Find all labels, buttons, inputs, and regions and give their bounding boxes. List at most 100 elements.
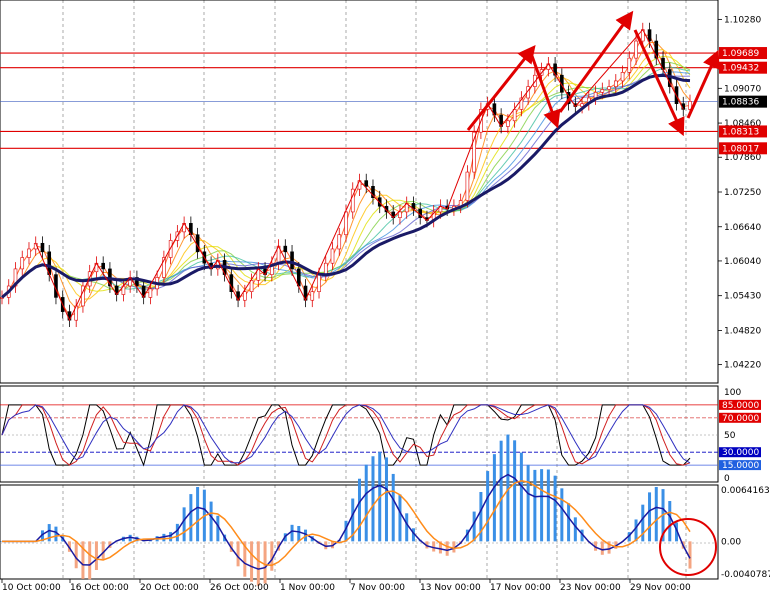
candle-body bbox=[600, 89, 605, 93]
candle-body bbox=[330, 248, 335, 264]
trend-arrow-down bbox=[530, 55, 561, 129]
price-panel bbox=[0, 0, 720, 384]
macd-line bbox=[2, 473, 691, 570]
macd-histogram-bar bbox=[250, 541, 254, 582]
price-level-tag bbox=[719, 47, 767, 60]
macd-histogram-bar bbox=[472, 511, 476, 542]
y-tick-label: 1.07250 bbox=[724, 188, 761, 198]
oscillator-level-label: 15.0000 bbox=[722, 461, 759, 471]
macd-histogram-bar bbox=[324, 541, 328, 550]
candle-body bbox=[350, 188, 355, 213]
macd-histogram-bar bbox=[627, 532, 631, 542]
price-level-tag bbox=[719, 125, 767, 138]
macd-histogram-bar bbox=[675, 522, 679, 542]
macd-histogram-bar bbox=[384, 457, 388, 542]
macd-histogram-bar bbox=[452, 541, 456, 553]
candle-body bbox=[27, 248, 31, 258]
macd-histogram-bar bbox=[182, 507, 186, 542]
trend-arrow-up bbox=[466, 44, 536, 131]
macd-histogram-bar bbox=[506, 434, 510, 542]
macd-histogram-bar bbox=[594, 541, 598, 551]
macd-histogram-bar bbox=[560, 488, 564, 542]
vertical-gridlines bbox=[62, 386, 687, 482]
macd-histogram-bar bbox=[209, 501, 213, 542]
candle-body bbox=[283, 245, 288, 253]
macd-histogram-bar bbox=[492, 454, 496, 542]
zigzag-lines bbox=[35, 28, 684, 322]
macd-histogram-bar bbox=[47, 524, 51, 542]
macd-histogram-bar bbox=[499, 440, 503, 542]
candle-body bbox=[364, 180, 369, 187]
macd-histogram-bar bbox=[351, 498, 355, 542]
candle-body bbox=[243, 291, 247, 301]
macd-histogram-bar bbox=[533, 469, 537, 542]
oscillator-level-tag bbox=[719, 399, 761, 410]
macd-histogram-bar bbox=[486, 471, 490, 542]
y-tick-label: 1.05430 bbox=[724, 292, 761, 302]
macd-histogram-bar bbox=[256, 541, 260, 586]
y-tick-label: 1.09070 bbox=[724, 84, 761, 94]
time-axis: 10 Oct 00:00 16 Oct 00:00 20 Oct 00:00 26 O… bbox=[1, 579, 691, 593]
candle-body bbox=[688, 101, 692, 110]
candle-body bbox=[614, 80, 618, 87]
macd-histogram-bar bbox=[546, 469, 550, 542]
macd-histogram-bar bbox=[371, 456, 375, 542]
x-tick-label: 7 Nov 00:00 bbox=[350, 583, 405, 593]
macd-histogram-bar bbox=[263, 541, 267, 584]
oscillator-level-tag bbox=[719, 447, 761, 458]
y-tick-label: 1.07860 bbox=[724, 153, 761, 163]
macd-histogram-bar bbox=[432, 541, 436, 552]
macd-histogram-bar bbox=[196, 486, 200, 542]
macd-histogram-bar bbox=[688, 541, 692, 569]
zigzag-line bbox=[35, 28, 684, 322]
oscillator-level-label: 70.0000 bbox=[722, 414, 759, 424]
macd-histogram-bar bbox=[290, 524, 294, 542]
x-tick-label: 26 Oct 00:00 bbox=[210, 583, 269, 593]
x-tick-label: 13 Nov 00:00 bbox=[420, 583, 481, 593]
oscillator-level-label: 85.0000 bbox=[722, 401, 759, 411]
candle-body bbox=[634, 40, 638, 59]
candle-body bbox=[310, 291, 315, 301]
price-level-tag bbox=[719, 61, 767, 74]
x-tick-label: 10 Oct 00:00 bbox=[2, 583, 61, 593]
macd-histogram-bar bbox=[438, 541, 442, 554]
highlight-circle bbox=[659, 518, 717, 576]
candle-body bbox=[162, 257, 166, 278]
candle-body bbox=[519, 97, 524, 110]
candle-body bbox=[472, 131, 476, 173]
price-level-label: 1.08836 bbox=[722, 98, 759, 108]
macd-tick-label: 0.00 bbox=[721, 537, 741, 547]
x-tick-label: 20 Oct 00:00 bbox=[140, 583, 199, 593]
y-tick-label: 1.06040 bbox=[724, 257, 761, 267]
x-tick-label: 17 Nov 00:00 bbox=[490, 583, 551, 593]
candle-body bbox=[465, 171, 470, 201]
candle-body bbox=[627, 57, 632, 73]
y-tick-label: 1.06640 bbox=[724, 223, 761, 233]
oscillator-level-tag bbox=[719, 412, 761, 423]
y-tick-label: 1.04820 bbox=[724, 326, 761, 336]
oscillator-tick-label: 50 bbox=[724, 431, 736, 441]
macd-histogram-bar bbox=[169, 532, 173, 542]
macd-histogram-bar bbox=[40, 530, 44, 542]
x-tick-label: 29 Nov 00:00 bbox=[630, 583, 691, 593]
candle-body bbox=[249, 280, 254, 292]
price-level-tag bbox=[719, 142, 767, 155]
trend-arrows bbox=[466, 10, 720, 137]
candle-body bbox=[560, 74, 564, 93]
macd-histogram-bar bbox=[54, 526, 58, 542]
candle-body bbox=[20, 257, 25, 270]
trend-arrow-up bbox=[558, 10, 634, 113]
y-tick-label: 1.04220 bbox=[724, 361, 761, 371]
macd-panel bbox=[0, 434, 719, 586]
candle-body bbox=[148, 288, 153, 298]
macd-histogram-bar bbox=[607, 541, 611, 554]
candle-body bbox=[533, 74, 537, 87]
vertical-gridlines bbox=[62, 0, 687, 383]
oscillator-line-blue bbox=[1, 404, 691, 464]
x-tick-label: 16 Oct 00:00 bbox=[70, 583, 129, 593]
candle-body bbox=[195, 234, 200, 253]
candle-body bbox=[654, 40, 659, 59]
candle-body bbox=[323, 262, 328, 275]
x-tick-label: 23 Nov 00:00 bbox=[560, 583, 621, 593]
